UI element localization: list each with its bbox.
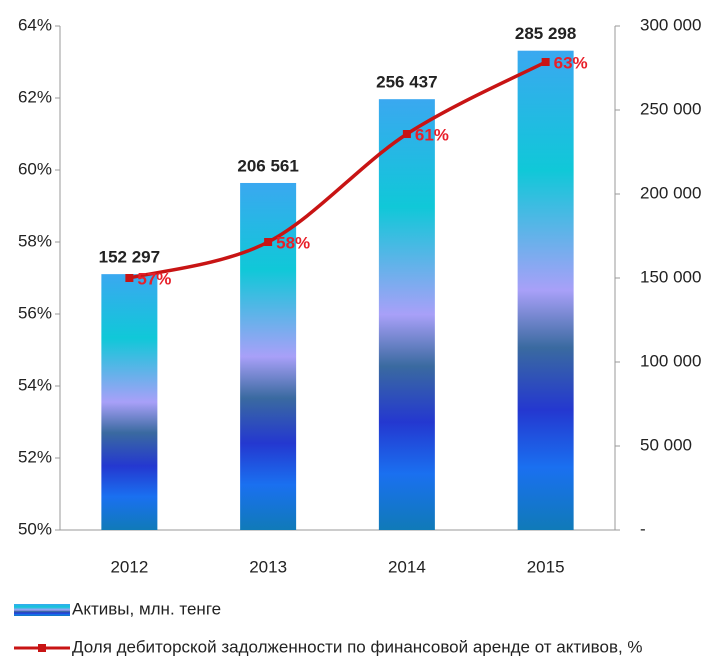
y2-tick-label: 100 000 <box>640 351 701 370</box>
y-tick-label: 52% <box>18 447 52 466</box>
line <box>128 60 547 280</box>
y2-tick-label: 200 000 <box>640 183 701 202</box>
y-tick-label: 64% <box>18 15 52 34</box>
bar-value-label: 256 437 <box>376 73 437 92</box>
line-value-label: 63% <box>554 53 588 72</box>
y-tick-label: 54% <box>18 375 52 394</box>
y2-tick-label: 250 000 <box>640 99 701 118</box>
line-value-label: 58% <box>276 233 310 252</box>
legend-marker <box>38 644 46 652</box>
legend-label: Доля дебиторской задолженности по финанс… <box>72 637 643 656</box>
legend-label: Активы, млн. тенге <box>72 599 221 618</box>
y-tick-label: 56% <box>18 303 52 322</box>
x-tick-label: 2015 <box>527 557 565 576</box>
y2-tick-label: 150 000 <box>640 267 701 286</box>
y-tick-label: 50% <box>18 519 52 538</box>
bar-value-label: 152 297 <box>99 248 160 267</box>
legend-swatch <box>14 604 70 616</box>
y2-tick-label: 50 000 <box>640 435 692 454</box>
line-marker <box>402 130 411 138</box>
line-marker <box>541 58 550 66</box>
line-marker <box>264 238 273 246</box>
y2-tick-label: 300 000 <box>640 15 701 34</box>
x-tick-label: 2012 <box>110 557 148 576</box>
bar <box>517 50 574 530</box>
y-tick-label: 58% <box>18 231 52 250</box>
bar <box>378 99 435 530</box>
y-tick-label: 60% <box>18 159 52 178</box>
bar <box>101 274 158 530</box>
line-value-label: 57% <box>137 269 171 288</box>
bar-value-label: 206 561 <box>237 156 298 175</box>
x-tick-label: 2014 <box>388 557 426 576</box>
x-tick-label: 2013 <box>249 557 287 576</box>
bar-value-label: 285 298 <box>515 24 576 43</box>
line-value-label: 61% <box>415 125 449 144</box>
y-tick-label: 62% <box>18 87 52 106</box>
y2-tick-label: - <box>640 519 646 538</box>
line-marker <box>125 274 134 282</box>
